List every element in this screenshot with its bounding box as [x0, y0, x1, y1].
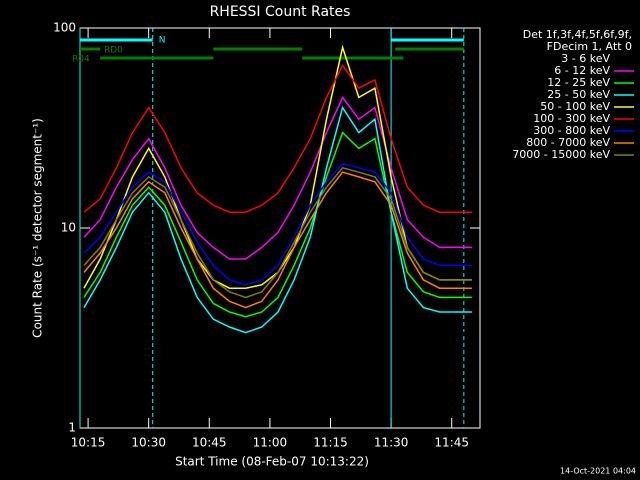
series-line [83, 44, 472, 289]
legend-label: 25 - 50 keV [547, 88, 610, 101]
flag-label: R04 [72, 55, 90, 65]
series-line [83, 105, 472, 334]
y-tick-label: 100 [53, 21, 76, 35]
series-line [83, 162, 472, 286]
legend-label: 12 - 25 keV [547, 76, 610, 89]
flag-label: N [159, 36, 166, 46]
x-tick-label: 11:30 [374, 436, 409, 450]
x-tick-label: 11:00 [253, 436, 288, 450]
x-axis-label: Start Time (08-Feb-07 10:13:22) [175, 455, 369, 469]
x-tick-label: 10:45 [192, 436, 227, 450]
legend-header: FDecim 1, Att 0 [547, 40, 632, 53]
y-tick-label: 10 [61, 221, 76, 235]
series-line [83, 95, 472, 260]
legend-label: 3 - 6 keV [561, 52, 610, 65]
series-line [83, 166, 472, 299]
series-line [83, 171, 472, 309]
legend-header: Det 1f,3f,4f,5f,6f,9f, [523, 28, 632, 41]
footer: 14-Oct-2021 04:04 [560, 467, 636, 476]
series-line [83, 131, 472, 318]
x-tick-label: 10:15 [71, 436, 106, 450]
y-axis-label: Count Rate (s⁻¹ detector segment⁻¹) [31, 118, 45, 338]
legend-label: 800 - 7000 keV [526, 136, 610, 149]
legend-label: 50 - 100 keV [540, 100, 610, 113]
chart-title: RHESSI Count Rates [210, 4, 351, 20]
flag-label: RD0 [104, 46, 123, 56]
x-tick-label: 11:15 [313, 436, 348, 450]
x-tick-label: 10:30 [131, 436, 166, 450]
legend-label: 7000 - 15000 keV [512, 148, 610, 161]
legend-label: 100 - 300 keV [533, 112, 610, 125]
legend-label: 300 - 800 keV [533, 124, 610, 137]
x-tick-label: 11:45 [434, 436, 469, 450]
series-line [83, 63, 472, 213]
y-tick-label: 1 [68, 421, 76, 435]
legend-label: 6 - 12 keV [554, 64, 610, 77]
